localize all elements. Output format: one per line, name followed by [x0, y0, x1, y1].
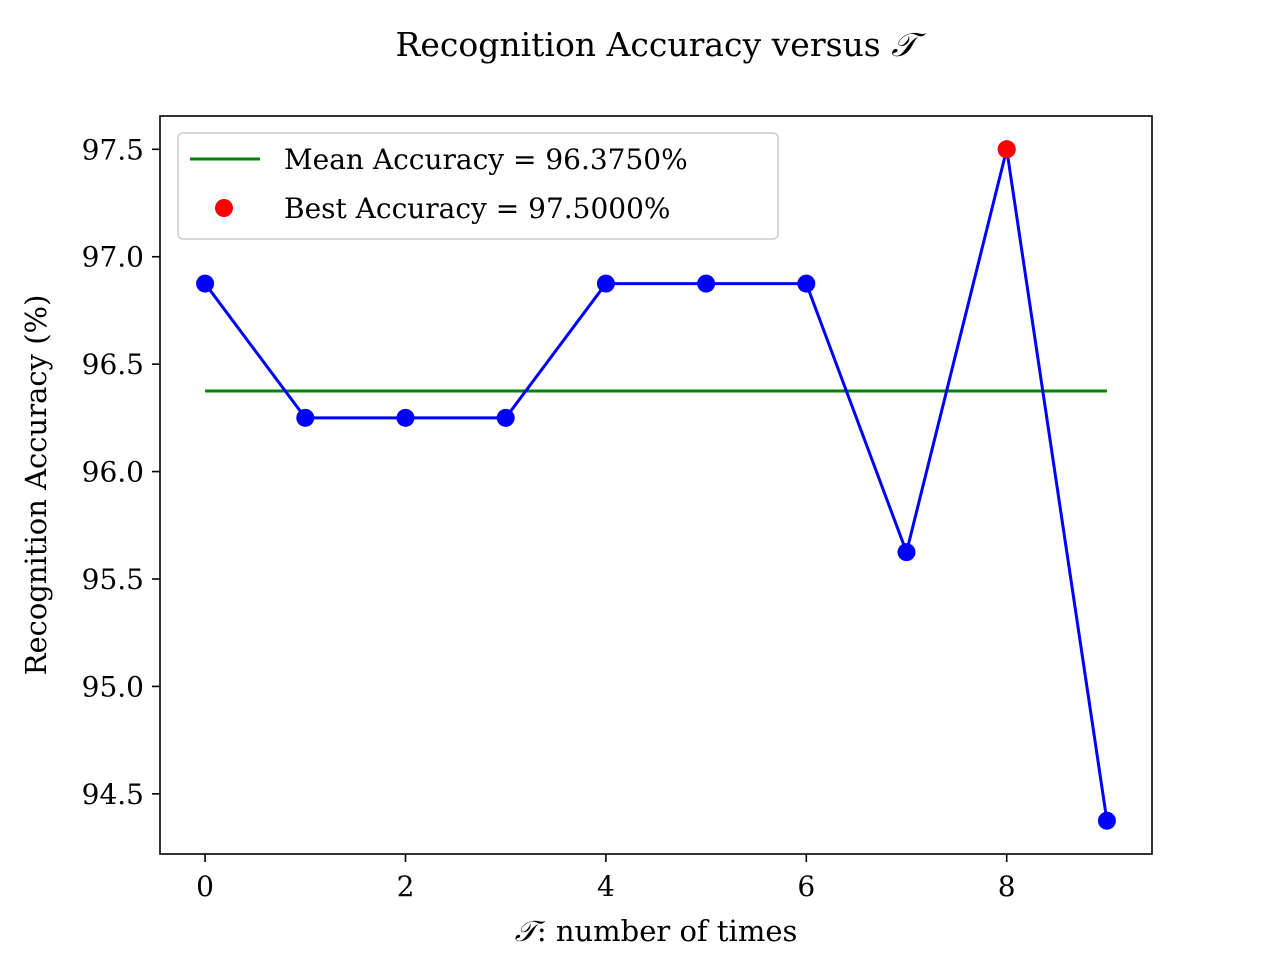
axis-ticks: 0 2 4 6 8 94.5 95.0 95.5 96.0 96.5 97.0 97.5 [82, 133, 1016, 903]
y-tick-label: 94.5 [82, 778, 144, 811]
y-tick-label: 96.0 [82, 456, 144, 489]
accuracy-point [196, 274, 215, 293]
chart-title-text: Recognition Accuracy versus [395, 25, 891, 64]
x-tick-label: 4 [597, 870, 615, 903]
best-accuracy-point [997, 140, 1016, 159]
best-point-layer [997, 140, 1016, 159]
x-tick-label: 6 [797, 870, 815, 903]
accuracy-point [396, 408, 415, 427]
accuracy-point [596, 274, 615, 293]
accuracy-point [897, 543, 916, 562]
legend-best-label: Best Accuracy = 97.5000% [284, 192, 671, 225]
legend: Mean Accuracy = 96.3750% Best Accuracy =… [177, 132, 779, 240]
accuracy-point [296, 408, 315, 427]
accuracy-point [797, 274, 816, 293]
x-tick-label: 8 [998, 870, 1016, 903]
chart-title: Recognition Accuracy versus 𝒯 [395, 25, 926, 64]
y-tick-label: 95.0 [82, 670, 144, 703]
x-tick-label: 2 [397, 870, 415, 903]
x-axis-label: 𝒯: number of times [515, 914, 798, 948]
accuracy-point [1097, 811, 1116, 830]
y-tick-label: 95.5 [82, 563, 144, 596]
accuracy-series-line [203, 147, 1109, 821]
x-axis-label-text: : number of times [537, 914, 798, 948]
y-axis-label: Recognition Accuracy (%) [19, 295, 53, 676]
y-tick-label: 97.5 [82, 133, 144, 166]
legend-best-swatch [215, 199, 233, 217]
legend-box [177, 132, 779, 240]
accuracy-point [496, 408, 515, 427]
y-tick-label: 96.5 [82, 348, 144, 381]
x-tick-label: 0 [196, 870, 214, 903]
accuracy-point [697, 274, 716, 293]
y-tick-label: 97.0 [82, 241, 144, 274]
chart-title-symbol: 𝒯 [891, 25, 926, 64]
legend-mean-label: Mean Accuracy = 96.3750% [284, 143, 688, 176]
